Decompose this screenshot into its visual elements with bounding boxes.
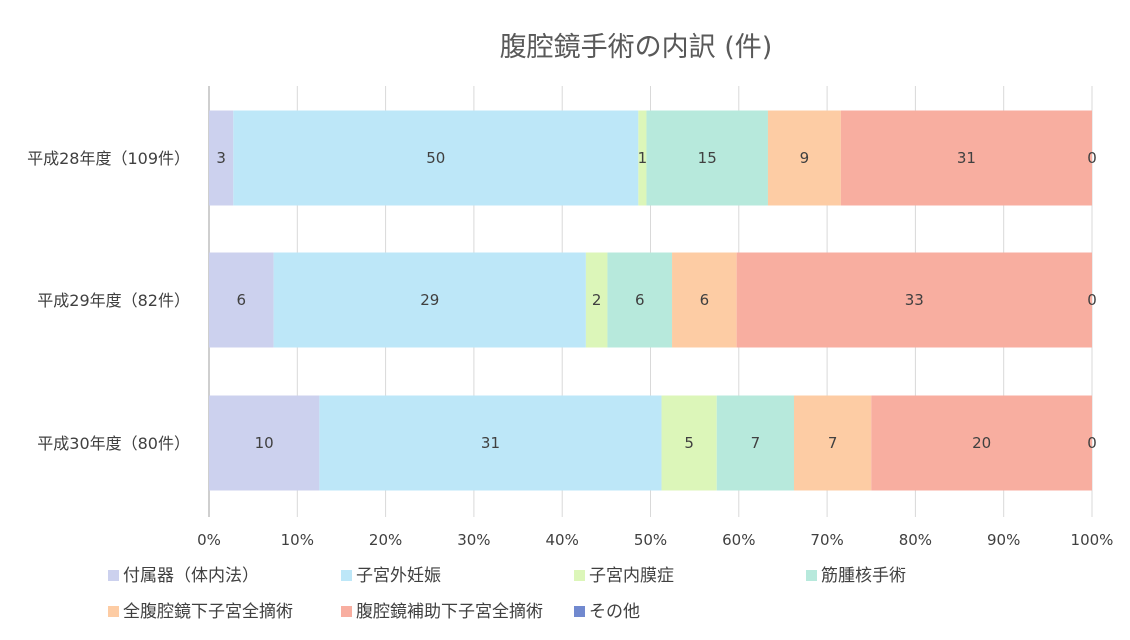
data-label: 15 [698,149,717,167]
category-label: 平成30年度（80件） [37,434,190,453]
bar-segment [209,252,274,348]
category-label: 平成28年度（109件） [27,149,190,168]
legend-label: 腹腔鏡補助下子宮全摘術 [356,602,543,622]
legend-label: 子宮内膜症 [589,566,674,586]
data-label: 2 [592,291,602,309]
x-tick-label: 70% [810,531,843,549]
chart-title: 腹腔鏡手術の内訳 (件) [500,32,773,63]
bar-segment [233,110,639,206]
data-label: 0 [1087,149,1097,167]
bar-segment [871,395,1092,491]
data-label: 0 [1087,291,1097,309]
legend-label: その他 [589,602,640,622]
data-label: 29 [420,291,439,309]
x-tick-label: 30% [457,531,490,549]
legend-label: 全腹腔鏡下子宮全摘術 [123,602,293,622]
legend-swatch [806,570,817,581]
bar-segment [209,395,320,491]
bar-segment [638,110,647,206]
legend-label: 付属器（体内法） [123,566,259,586]
x-tick-label: 10% [281,531,314,549]
data-label: 7 [828,434,838,452]
data-label: 50 [426,149,445,167]
x-tick-label: 50% [634,531,667,549]
data-label: 31 [957,149,976,167]
category-label: 平成29年度（82件） [37,291,190,310]
x-tick-labels: 0% 10% 20% 30% 40% 50% 60% 70% 80% 90% 100% [197,531,1113,549]
legend-swatch [574,570,585,581]
bar-segment [840,110,1092,206]
bar-segment [736,252,1092,348]
data-label: 6 [700,291,710,309]
bar-segment [661,395,717,491]
data-label: 33 [905,291,924,309]
bar-segment [585,252,608,348]
data-label: 6 [635,291,645,309]
bar-segment [767,110,841,206]
legend-swatch [341,570,352,581]
bar-segment [793,395,872,491]
data-label: 0 [1087,434,1097,452]
x-tick-label: 20% [369,531,402,549]
x-tick-label: 60% [722,531,755,549]
data-label: 3 [216,149,226,167]
data-label: 9 [800,149,810,167]
bars: 3 50 1 15 9 31 06 29 2 6 6 33 010 31 5 7 7 20 0 [209,110,1097,491]
legend-swatch [108,606,119,617]
x-tick-label: 80% [899,531,932,549]
x-tick-label: 100% [1071,531,1114,549]
data-label: 31 [481,434,500,452]
legend-label: 筋腫核手術 [821,566,906,586]
legend-swatch [574,606,585,617]
x-tick-label: 0% [197,531,221,549]
bar-segment [319,395,662,491]
legend-label: 子宮外妊娠 [356,566,441,586]
data-label: 7 [751,434,761,452]
data-label: 10 [255,434,274,452]
x-tick-label: 40% [546,531,579,549]
data-label: 5 [684,434,694,452]
category-labels: 平成28年度（109件） 平成29年度（82件） 平成30年度（80件） [27,149,190,453]
bar-segment [273,252,586,348]
data-label: 20 [972,434,991,452]
data-label: 1 [638,149,648,167]
bar-segment [209,110,234,206]
data-label: 6 [237,291,247,309]
bar-segment [607,252,673,348]
legend-swatch [108,570,119,581]
bar-segment [646,110,768,206]
bar-segment [672,252,737,348]
x-tick-label: 90% [987,531,1020,549]
legend-swatch [341,606,352,617]
bar-segment [716,395,794,491]
